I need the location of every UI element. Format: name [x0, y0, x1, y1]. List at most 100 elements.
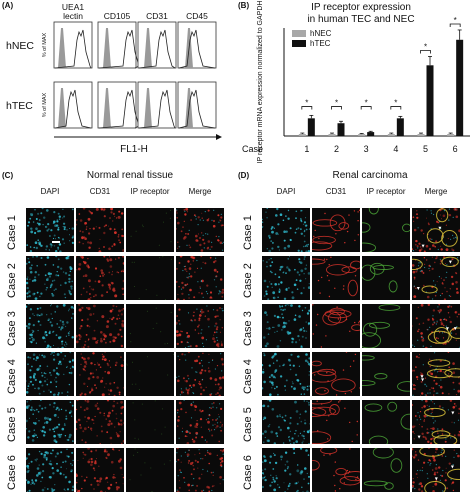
micrograph-tile-merge — [176, 400, 224, 444]
case-row-label: Case 6 — [242, 455, 254, 490]
micrograph-tile-dapi — [262, 304, 310, 348]
arrowhead-icon — [421, 244, 425, 248]
micrograph-tile-merge — [412, 400, 460, 444]
micrograph-tile-dapi — [26, 352, 74, 396]
bar-htec — [307, 118, 315, 136]
control-peak — [98, 28, 111, 68]
micrograph-tile-cd31 — [312, 352, 360, 396]
panel-c-title: Normal renal tissue — [86, 170, 174, 181]
arrowhead-icon — [438, 226, 442, 230]
column-label: CD31 — [325, 187, 347, 196]
micrograph-tile-ip-receptor — [126, 208, 174, 252]
x-axis-label: FL1-H — [120, 144, 148, 155]
micrograph-tile-ip-receptor — [362, 208, 410, 252]
significance-bracket — [420, 50, 431, 54]
legend-label-htec: hTEC — [310, 39, 331, 48]
arrowhead-icon — [434, 477, 438, 481]
control-peak — [178, 88, 193, 128]
x-axis-label: Case — [242, 144, 263, 154]
micrograph-tile-ip-receptor — [126, 256, 174, 300]
micrograph-tile-ip-receptor — [126, 304, 174, 348]
bar-hnec — [387, 134, 395, 136]
row-label-hnec: hNEC — [6, 40, 34, 52]
chart-title-line1: IP receptor expression — [311, 2, 411, 13]
arrowhead-icon — [216, 134, 222, 140]
sample-histogram — [178, 29, 216, 69]
arrowhead-icon — [453, 327, 457, 331]
bar-htec — [337, 123, 345, 136]
case-row-label: Case 4 — [6, 359, 18, 394]
micrograph-tile-cd31 — [312, 256, 360, 300]
row-label-htec: hTEC — [6, 100, 33, 112]
micrograph-tile-merge — [412, 304, 460, 348]
bar-hnec — [358, 134, 366, 136]
micrograph-tile-cd31 — [312, 400, 360, 444]
control-peak — [138, 28, 152, 68]
panel-a-flow-cytometry: UEA1 lectin CD105 CD31 CD45 hNEC % of MAX hTEC%… — [0, 0, 230, 168]
significance-star: * — [454, 16, 457, 25]
control-peak — [98, 88, 111, 128]
micrograph-tile-ip-receptor — [362, 352, 410, 396]
panel-b-bar-chart: IP receptor mRNA expression normalized t… — [234, 0, 474, 170]
significance-star: * — [365, 99, 368, 108]
arrowhead-icon — [416, 287, 420, 290]
x-tick-label: 5 — [423, 144, 428, 154]
micrograph-tile-ip-receptor — [126, 448, 174, 492]
bar-htec — [426, 65, 434, 136]
arrowhead-icon — [421, 378, 425, 382]
column-label: CD31 — [89, 187, 111, 196]
micrograph-tile-ip-receptor — [126, 400, 174, 444]
scale-bar — [52, 241, 60, 243]
case-row-label: Case 6 — [6, 455, 18, 490]
marker-label: CD105 — [104, 11, 131, 21]
micrograph-tile-cd31 — [312, 448, 360, 492]
control-peak — [54, 28, 66, 68]
sample-histogram — [54, 29, 92, 69]
bar-htec — [367, 132, 375, 136]
panel-b-label: (B) — [238, 1, 250, 10]
histogram-frame — [177, 81, 217, 129]
bar-hnec — [328, 134, 336, 136]
micrograph-tile-merge — [412, 448, 460, 492]
panel-c-label: (C) — [2, 171, 14, 180]
micrograph-tile-cd31 — [76, 400, 124, 444]
significance-bracket — [301, 106, 313, 110]
case-row-label: Case 5 — [242, 407, 254, 442]
arrowhead-icon — [420, 375, 424, 379]
micrograph-tile-dapi — [262, 400, 310, 444]
histogram-frame — [137, 81, 177, 129]
arrowhead-icon — [450, 465, 454, 469]
significance-star: * — [335, 99, 338, 108]
case-row-label: Case 1 — [6, 215, 18, 250]
micrograph-tile-ip-receptor — [362, 304, 410, 348]
micrograph-tile-ip-receptor — [126, 352, 174, 396]
bar-htec — [396, 118, 404, 136]
column-label: DAPI — [40, 187, 60, 196]
chart-title-line2: in human TEC and NEC — [307, 14, 415, 25]
micrograph-tile-merge — [176, 256, 224, 300]
marker-label: CD31 — [146, 11, 168, 21]
arrowhead-icon — [451, 411, 455, 415]
legend-swatch — [292, 40, 306, 47]
micrograph-tile-dapi — [26, 208, 74, 252]
micrograph-tile-ip-receptor — [362, 256, 410, 300]
micrograph-tile-cd31 — [312, 208, 360, 252]
column-label: IP receptor — [130, 187, 170, 196]
marker-label: CD45 — [186, 11, 208, 21]
micrograph-tile-dapi — [26, 256, 74, 300]
sample-histogram — [178, 89, 216, 129]
micrograph-tile-merge — [176, 448, 224, 492]
column-label: Merge — [424, 187, 448, 196]
case-row-label: Case 2 — [6, 263, 18, 298]
micrograph-tile-cd31 — [76, 448, 124, 492]
significance-bracket — [390, 106, 402, 110]
y-axis-label: IP receptor mRNA expression normalized t… — [257, 1, 264, 164]
x-tick-label: 4 — [393, 144, 398, 154]
case-row-label: Case 1 — [242, 215, 254, 250]
column-label: DAPI — [276, 187, 296, 196]
panel-d-title: Renal carcinoma — [332, 170, 408, 181]
micrograph-tile-merge — [176, 208, 224, 252]
micrograph-tile-cd31 — [76, 304, 124, 348]
micrograph-tile-ip-receptor — [362, 448, 410, 492]
marker-label: UEA1 — [62, 2, 84, 12]
